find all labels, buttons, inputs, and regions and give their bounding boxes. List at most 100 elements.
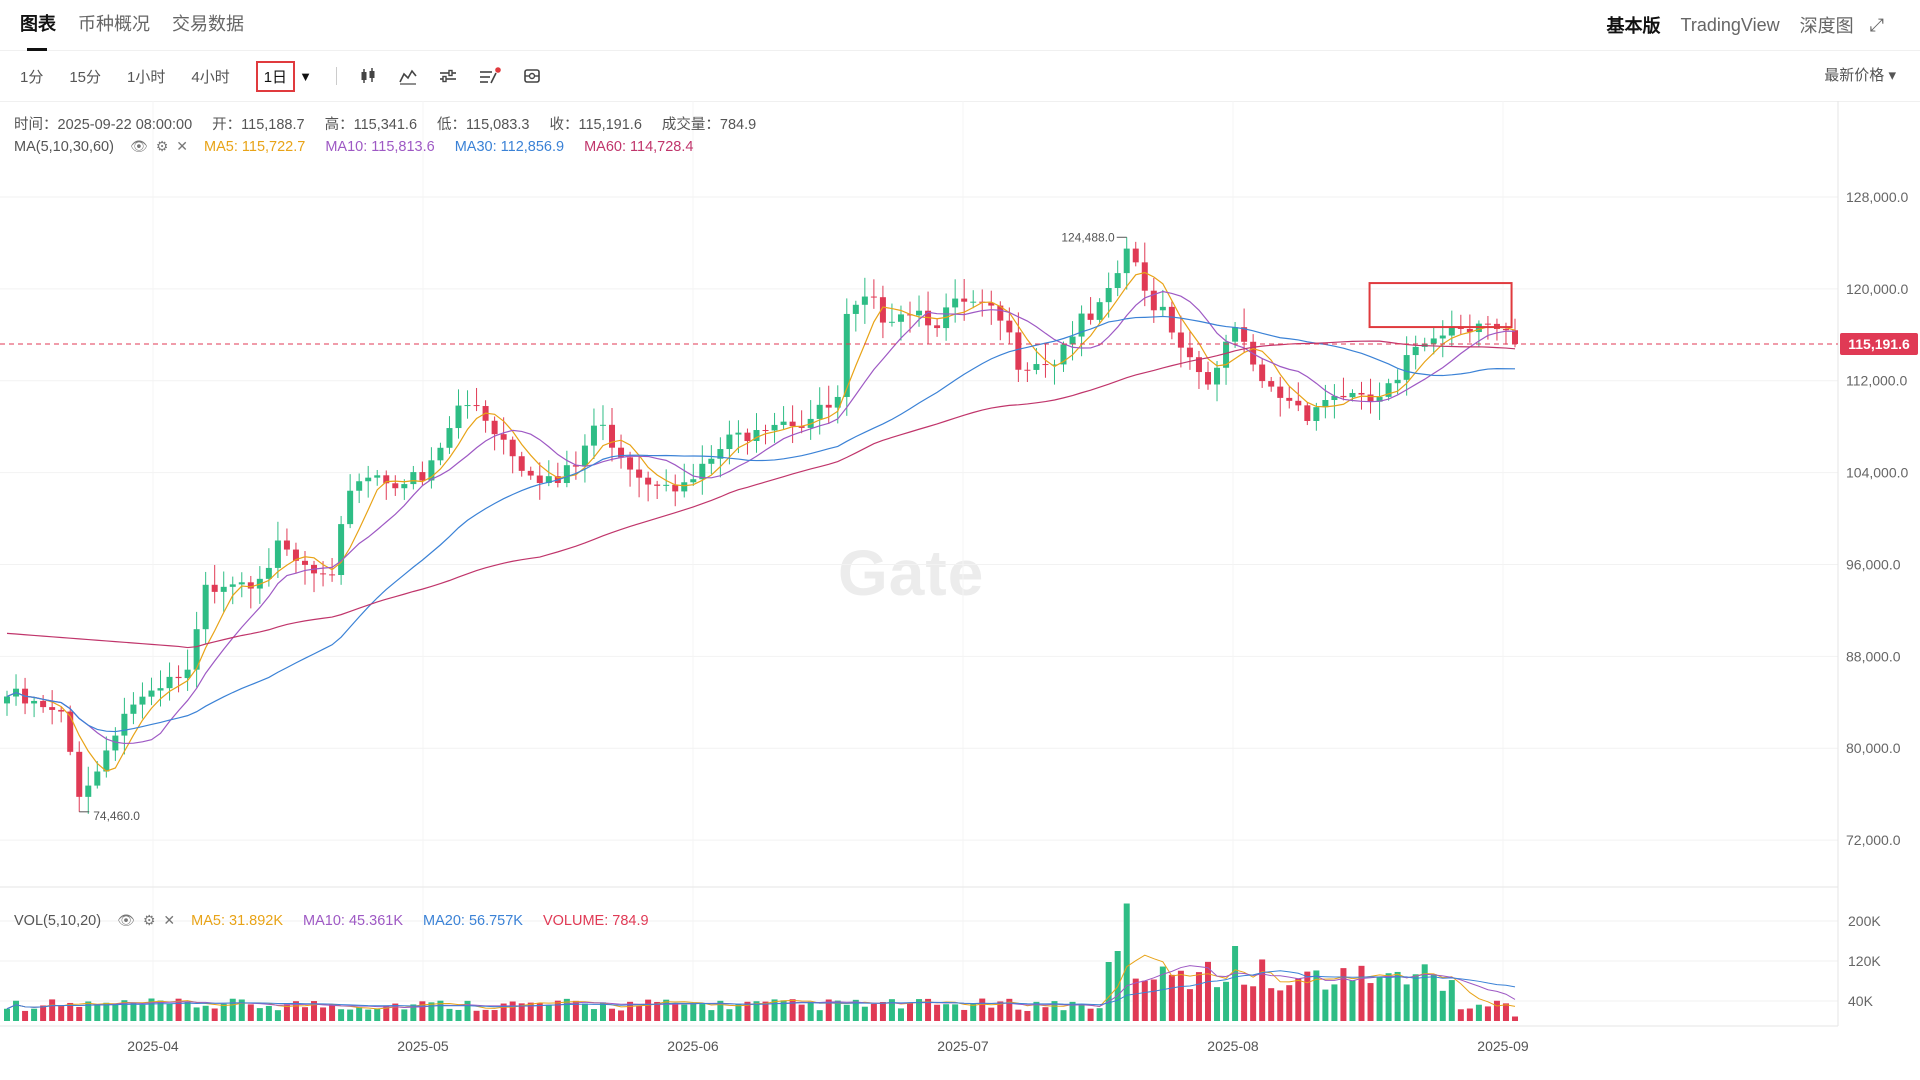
candle-body [1295,400,1302,406]
volume-bar [618,1010,625,1021]
interval-1h[interactable]: 1小时 [127,68,166,86]
low-marker-label: 74,460.0 [93,809,140,823]
candle-type-icon[interactable] [359,67,377,85]
candle-body [1214,367,1221,385]
vol-visibility-eye-icon[interactable]: 👁 [117,912,135,928]
volume-bar [491,1010,498,1021]
indicators-icon[interactable] [399,67,417,85]
ma-visibility-eye-icon[interactable]: 👁 [129,138,148,154]
volume-bar [952,1004,959,1021]
volume-bar [1448,980,1455,1021]
vol-settings-gear-icon[interactable]: ⚙ [142,912,156,928]
candle-body [1195,357,1202,373]
candle-body [85,785,92,797]
interval-1m[interactable]: 1分 [20,68,44,86]
interval-1d[interactable]: 1日 [255,60,296,92]
tab-trade-data[interactable]: 交易数据 [172,14,244,34]
candle-body [292,549,299,561]
volume-bar [175,998,182,1021]
volume-bar [455,1009,462,1021]
volume-bar [789,999,796,1021]
volume-bar [1412,974,1419,1021]
interval-4h[interactable]: 4小时 [191,68,230,86]
candle-body [934,325,941,329]
volume-bar [1421,964,1428,1021]
volume-bar [798,1004,805,1021]
ma-remove-close-icon[interactable]: ✕ [176,138,189,154]
volume-bar [663,999,670,1021]
candle-body [907,314,913,316]
price-tick-label: 104,000.0 [1846,465,1908,481]
candle-body [1286,397,1293,401]
drawing-tools-icon[interactable] [479,67,501,85]
volume-bar [130,1002,137,1021]
candle-body [455,405,462,429]
volume-bar [943,1004,950,1021]
candle-body [446,428,453,448]
candle-body [229,584,236,587]
volume-bar [509,1001,516,1021]
tab-coin-overview[interactable]: 币种概况 [78,14,150,34]
vol-legend: VOL(5,10,20) 👁 ⚙ ✕ MA5: 31.892K MA10: 45… [14,912,669,929]
vol-remove-close-icon[interactable]: ✕ [163,912,176,928]
volume-bar [1358,965,1365,1021]
candle-body [961,298,968,302]
candle-body [49,707,56,710]
snapshot-icon[interactable] [523,67,541,85]
volume-bar [437,1000,444,1021]
candle-body [1232,327,1239,342]
candle-body [1484,323,1491,325]
volume-bar [1087,1008,1094,1021]
volume-bar [888,999,895,1021]
chart-area[interactable]: Gate 时间：2025-09-22 08:00:00 开：115,188.7 … [0,101,1920,1080]
candlestick-chart[interactable]: 128,000.0 120,000.0 112,000.0 104,000.0 96,0… [0,101,1920,1080]
volume-bar [31,1008,38,1021]
ma10-value: MA10: 115,813.6 [325,138,435,155]
volume-bar [22,1010,29,1021]
candle-body [1204,372,1211,385]
volume-bar [121,1000,128,1021]
candle-body [410,472,417,485]
volume-bar [1277,990,1284,1021]
current-price-tag [1840,333,1918,356]
mode-depth[interactable]: 深度图 [1799,16,1854,36]
candle-body [175,676,182,679]
candle-body [76,751,83,797]
candle-body [1114,273,1121,288]
candle-body [1141,262,1148,291]
mode-tradingview[interactable]: TradingView [1680,14,1780,35]
volume-bar [916,999,923,1021]
volume-bar [753,1001,760,1021]
mode-basic[interactable]: 基本版 [1606,16,1661,36]
volume-bar [554,1000,561,1021]
volume-bar [590,1009,597,1021]
tab-chart[interactable]: 图表 [20,0,56,51]
interval-dropdown-caret-icon[interactable]: ▼ [299,68,312,84]
volume-bar [681,1004,688,1021]
fullscreen-expand-icon[interactable]: ⤢ [1869,14,1884,35]
price-type-dropdown[interactable]: 最新价格 ▾ [1824,67,1896,84]
candle-body [1502,329,1509,331]
candle-body [184,669,191,679]
settings-sliders-icon[interactable] [439,67,457,85]
price-tick-label: 128,000.0 [1846,189,1908,205]
candle-body [1466,328,1473,333]
candle-body [202,584,209,630]
volume-bar [1241,984,1248,1021]
candle-body [283,540,290,550]
price-tick-label: 88,000.0 [1846,648,1901,664]
volume-bar [572,1000,579,1021]
candle-body [1403,355,1410,380]
interval-15m[interactable]: 15分 [69,68,102,86]
candle-body [916,310,923,316]
volume-bar [563,998,570,1021]
volume-bar [907,1002,913,1021]
volume-bar [202,1005,209,1021]
ma-settings-gear-icon[interactable]: ⚙ [155,138,169,154]
volume-bar [1502,1003,1509,1021]
axes: 128,000.0 120,000.0 112,000.0 104,000.0 96,0… [0,101,1908,1054]
volume-bar [1286,985,1293,1021]
volume-bar [13,1000,20,1021]
volume-bar [1493,1000,1500,1021]
candles [4,237,1519,814]
